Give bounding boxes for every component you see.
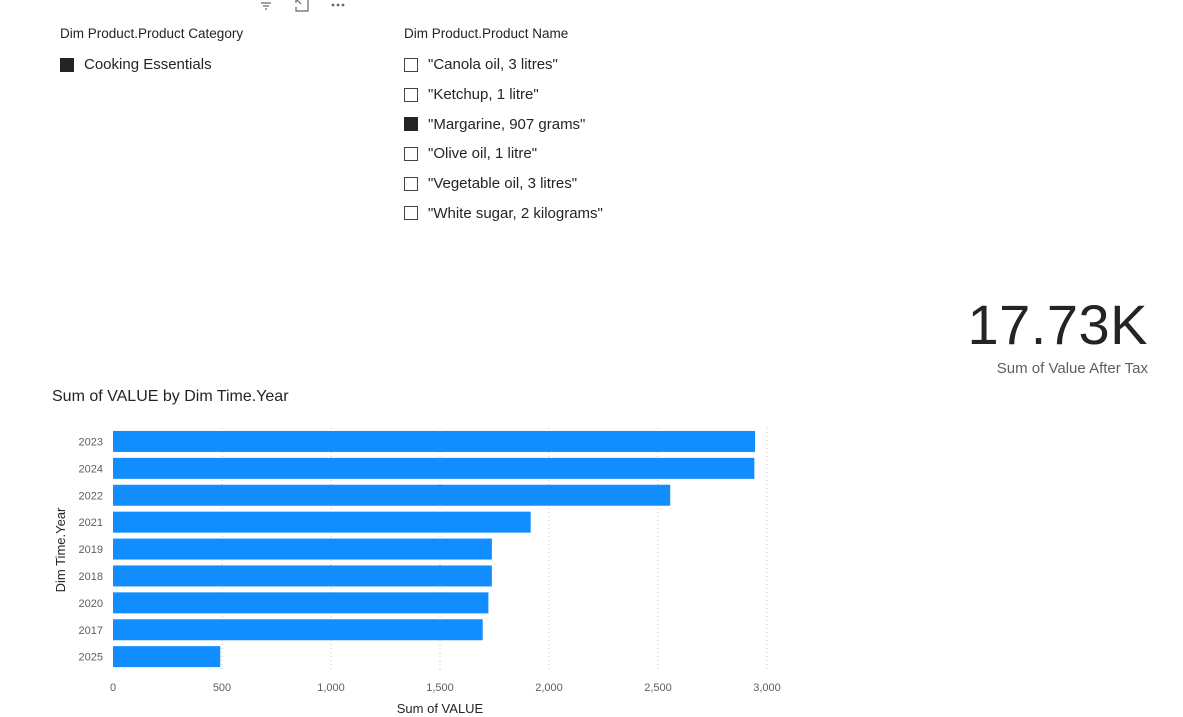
kpi-card: 17.73K Sum of Value After Tax xyxy=(968,292,1149,377)
x-axis-title: Sum of VALUE xyxy=(397,701,484,716)
y-tick-label: 2017 xyxy=(79,625,103,637)
checkbox-checked-icon[interactable] xyxy=(404,117,418,132)
bar-2020[interactable] xyxy=(113,592,489,614)
y-tick-label: 2022 xyxy=(79,490,103,502)
x-tick-label: 1,500 xyxy=(426,682,454,694)
chart-title: Sum of VALUE by Dim Time.Year xyxy=(52,388,289,405)
slicer-item-label: "Olive oil, 1 litre" xyxy=(428,145,538,163)
x-tick-label: 1,000 xyxy=(317,682,345,694)
bar-2021[interactable] xyxy=(113,511,531,533)
x-tick-label: 2,500 xyxy=(644,682,672,694)
card-label: Sum of Value After Tax xyxy=(996,360,1148,377)
bar-2025[interactable] xyxy=(113,646,221,668)
slicer-item-label: "Canola oil, 3 litres" xyxy=(428,56,558,74)
slicer-item-margarine[interactable]: "Margarine, 907 grams" xyxy=(404,109,603,139)
visual-header xyxy=(258,0,346,14)
slicer-title: Dim Product.Product Name xyxy=(404,26,569,41)
y-tick-label: 2025 xyxy=(79,652,103,664)
checkbox-checked-icon[interactable] xyxy=(60,57,74,72)
slicer-title: Dim Product.Product Category xyxy=(60,26,244,41)
slicer-item-cooking-essentials[interactable]: Cooking Essentials xyxy=(60,50,243,80)
bar-2018[interactable] xyxy=(113,565,492,587)
y-tick-label: 2019 xyxy=(79,544,103,556)
y-axis-title: Dim Time.Year xyxy=(53,507,68,592)
slicer-item-label: "White sugar, 2 kilograms" xyxy=(428,204,603,222)
slicer-item-label: "Vegetable oil, 3 litres" xyxy=(428,175,578,193)
product-name-slicer: Dim Product.Product Name "Canola oil, 3 … xyxy=(404,26,603,228)
y-tick-label: 2023 xyxy=(79,436,103,448)
bar-2019[interactable] xyxy=(113,538,492,560)
focus-mode-icon[interactable] xyxy=(294,0,310,13)
checkbox-icon[interactable] xyxy=(404,87,418,102)
x-tick-label: 500 xyxy=(213,682,231,694)
more-options-icon[interactable] xyxy=(330,0,346,13)
slicer-item-olive-oil[interactable]: "Olive oil, 1 litre" xyxy=(404,139,603,169)
checkbox-icon[interactable] xyxy=(404,57,418,72)
y-tick-label: 2024 xyxy=(79,463,103,475)
filter-icon[interactable] xyxy=(258,0,274,13)
slicer-item-label: "Margarine, 907 grams" xyxy=(428,115,586,133)
bar-chart-svg: 2023 2024 2022 2021 2019 2018 2020 2017 2025 0 50… xyxy=(53,428,781,716)
slicer-item-ketchup[interactable]: "Ketchup, 1 litre" xyxy=(404,80,603,110)
y-tick-label: 2020 xyxy=(79,598,103,610)
slicer-item-label: "Ketchup, 1 litre" xyxy=(428,86,539,104)
slicer-item-label: Cooking Essentials xyxy=(84,56,212,74)
checkbox-icon[interactable] xyxy=(404,176,418,191)
slicer-item-white-sugar[interactable]: "White sugar, 2 kilograms" xyxy=(404,198,603,228)
bar-2022[interactable] xyxy=(113,484,671,506)
bar-chart-visual: Sum of VALUE by Dim Time.Year 2023 2024 20… xyxy=(0,380,820,717)
card-value: 17.73K xyxy=(967,293,1148,356)
bar-2023[interactable] xyxy=(113,430,756,452)
checkbox-icon[interactable] xyxy=(404,146,418,161)
slicer-item-canola-oil[interactable]: "Canola oil, 3 litres" xyxy=(404,50,603,80)
bar-2024[interactable] xyxy=(113,457,755,479)
x-tick-label: 2,000 xyxy=(535,682,563,694)
bar-2017[interactable] xyxy=(113,619,483,641)
checkbox-icon[interactable] xyxy=(404,206,418,221)
product-category-slicer: Dim Product.Product Category Cooking Ess… xyxy=(60,26,243,80)
x-tick-label: 3,000 xyxy=(753,682,781,694)
y-tick-label: 2021 xyxy=(79,517,103,529)
y-tick-label: 2018 xyxy=(79,571,103,583)
x-tick-label: 0 xyxy=(110,682,116,694)
slicer-item-vegetable-oil[interactable]: "Vegetable oil, 3 litres" xyxy=(404,169,603,199)
